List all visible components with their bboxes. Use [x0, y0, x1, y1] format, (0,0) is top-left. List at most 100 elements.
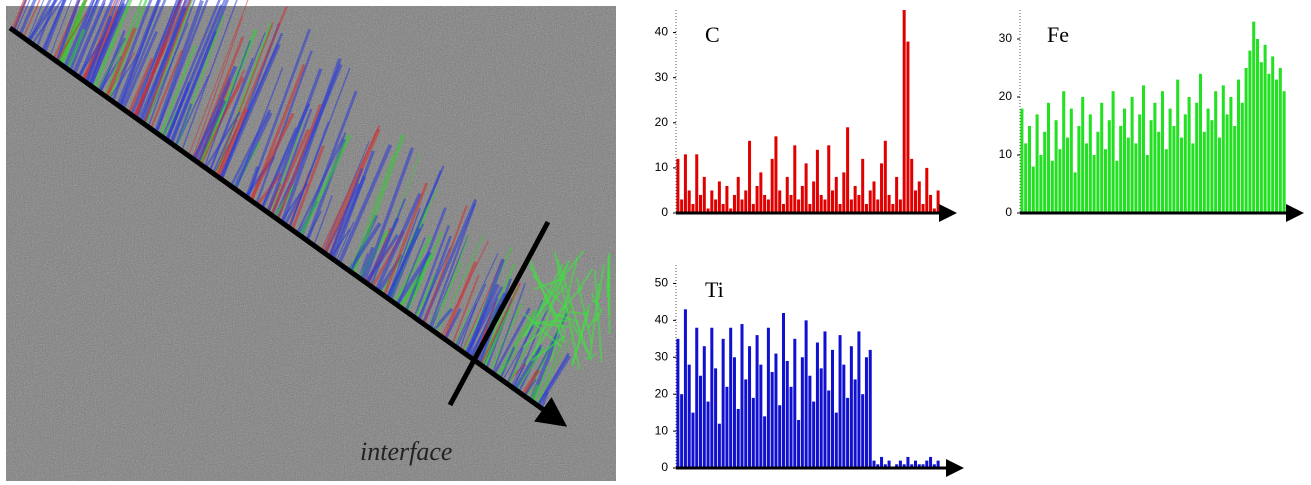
bar	[1157, 131, 1161, 213]
bar	[853, 379, 857, 468]
streak	[575, 277, 593, 345]
bar	[876, 199, 880, 213]
y-tick-label: 10	[655, 423, 669, 437]
bar	[1084, 143, 1089, 213]
bar	[1107, 120, 1111, 213]
streak	[269, 128, 310, 217]
streak	[553, 252, 581, 370]
streak	[27, 0, 52, 43]
bar	[725, 185, 729, 213]
y-tick-label: 0	[661, 205, 668, 219]
streak	[254, 50, 313, 206]
bar	[687, 190, 691, 213]
bar	[906, 456, 910, 468]
bar	[906, 41, 910, 214]
streak	[104, 0, 143, 98]
streak	[521, 279, 563, 339]
streak	[208, 57, 254, 172]
streak	[525, 307, 565, 366]
bar	[1267, 73, 1271, 213]
bar	[736, 408, 740, 468]
bar	[789, 386, 793, 468]
bar	[770, 372, 774, 468]
bar	[721, 203, 725, 213]
bar	[1278, 68, 1282, 213]
bar	[883, 464, 887, 468]
bar	[710, 190, 714, 213]
bar	[1111, 91, 1115, 213]
bar	[815, 149, 819, 213]
streak	[187, 0, 249, 157]
bar	[740, 199, 744, 213]
bar	[1179, 137, 1184, 213]
bar	[778, 190, 782, 213]
bar	[740, 324, 744, 468]
bar	[808, 203, 812, 213]
bar	[932, 464, 936, 468]
streak	[496, 349, 519, 379]
streak	[129, 0, 181, 117]
bar	[1031, 166, 1035, 213]
interface-pointer	[447, 220, 551, 407]
bar	[729, 327, 733, 468]
bar	[819, 194, 823, 213]
bar	[1202, 131, 1206, 213]
bar	[1058, 149, 1062, 213]
streak	[527, 256, 566, 344]
streak	[335, 221, 355, 263]
bar	[932, 208, 936, 213]
streak	[492, 307, 531, 376]
streak	[248, 112, 295, 202]
bar	[778, 405, 782, 468]
streak	[110, 0, 153, 103]
bar	[846, 397, 850, 468]
bar	[1255, 39, 1260, 213]
streak	[606, 273, 610, 298]
bar	[917, 464, 921, 468]
bar	[1046, 102, 1051, 213]
bar	[774, 136, 778, 213]
streak	[530, 334, 567, 362]
streak	[244, 166, 260, 199]
bar	[857, 194, 861, 213]
bar	[706, 401, 710, 468]
bar	[800, 185, 804, 213]
bar	[864, 357, 868, 468]
streak	[587, 312, 599, 329]
bar	[936, 190, 940, 213]
bar	[1240, 102, 1244, 213]
bar	[680, 199, 684, 213]
scan-overlay	[11, 0, 611, 410]
bar	[1248, 50, 1252, 213]
streak	[65, 28, 86, 71]
bar	[1039, 155, 1043, 213]
streak	[84, 15, 113, 84]
bar	[853, 185, 857, 213]
streak	[365, 217, 400, 286]
bar	[763, 194, 767, 213]
bar	[823, 199, 827, 213]
streak	[593, 269, 603, 363]
bar	[834, 176, 838, 213]
bar	[1096, 131, 1100, 213]
bar	[887, 460, 891, 468]
streak	[31, 0, 63, 45]
bar	[812, 181, 816, 213]
y-tick-label: 50	[655, 276, 669, 290]
y-tick-label: 0	[661, 460, 668, 474]
streak	[104, 27, 137, 99]
bar	[895, 176, 899, 213]
bar	[1138, 114, 1142, 213]
bar	[691, 412, 695, 468]
bar	[1088, 114, 1092, 213]
y-tick-label: 10	[999, 147, 1013, 161]
streak	[380, 230, 418, 295]
bar	[929, 194, 933, 213]
streak	[18, 0, 37, 37]
bar	[695, 154, 699, 213]
streak	[507, 322, 540, 387]
interface-label: interface	[360, 437, 452, 466]
streak	[556, 258, 582, 335]
streak	[144, 0, 194, 126]
bar	[732, 357, 736, 468]
